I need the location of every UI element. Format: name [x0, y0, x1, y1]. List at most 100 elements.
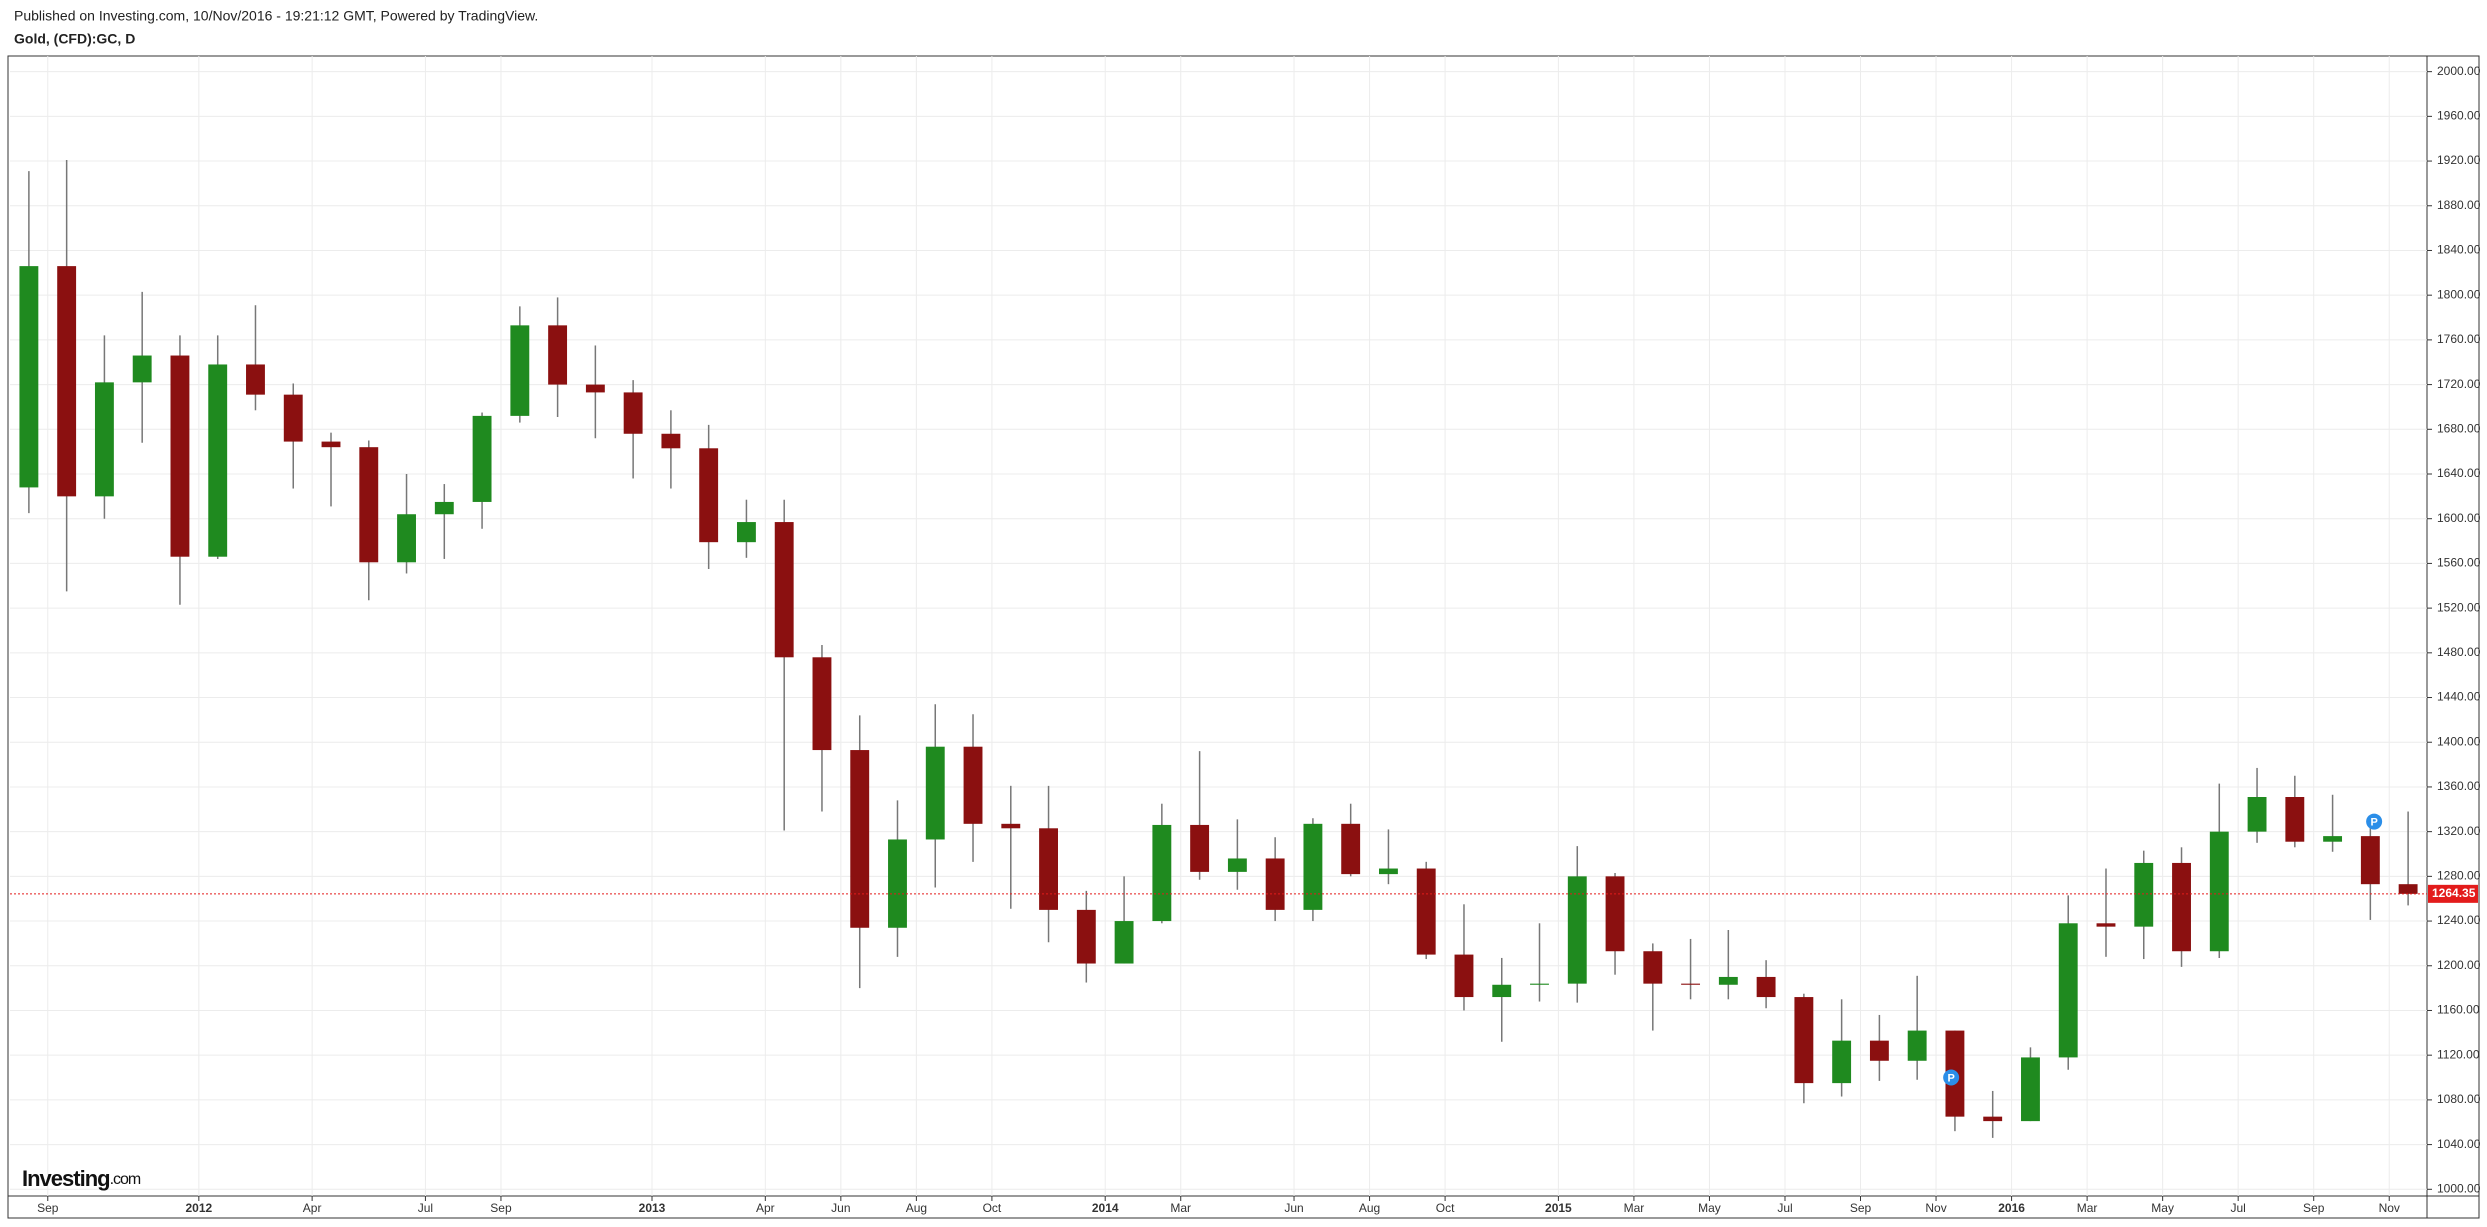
- candle-body: [812, 657, 832, 751]
- y-tick-label: 1960.00: [2437, 109, 2481, 123]
- y-tick-label: 1840.00: [2437, 243, 2481, 257]
- candle-body: [1341, 823, 1361, 875]
- x-tick-label: Jun: [831, 1201, 850, 1215]
- candle-body: [1001, 823, 1021, 829]
- y-tick-label: 1440.00: [2437, 690, 2481, 704]
- event-marker-label: P: [2370, 816, 2377, 828]
- x-tick-label: Mar: [2077, 1201, 2098, 1215]
- candle-body: [1794, 997, 1814, 1084]
- candle-body: [850, 750, 870, 928]
- x-tick-label: Oct: [983, 1201, 1002, 1215]
- candle-body: [585, 384, 605, 393]
- x-tick-label: Oct: [1436, 1201, 1455, 1215]
- y-tick-label: 1640.00: [2437, 466, 2481, 480]
- candle-body: [1567, 876, 1587, 984]
- candle-body: [661, 433, 681, 449]
- y-tick-label: 1760.00: [2437, 332, 2481, 346]
- candle-body: [1039, 828, 1058, 910]
- current-price-box: [2428, 884, 2478, 903]
- candle-body: [1530, 983, 1549, 985]
- x-tick-label: Jun: [1284, 1201, 1303, 1215]
- x-tick-label: Jul: [1777, 1201, 1792, 1215]
- candle-body: [1492, 984, 1512, 998]
- candle-body: [1832, 1040, 1852, 1084]
- x-tick-label: Mar: [1624, 1201, 1645, 1215]
- event-marker-label: P: [1947, 1072, 1954, 1084]
- candle-body: [434, 501, 454, 515]
- x-tick-label: Nov: [2379, 1201, 2400, 1215]
- x-tick-label: Sep: [490, 1201, 512, 1215]
- candle-body: [1265, 858, 1285, 910]
- candle-body: [1756, 976, 1776, 998]
- y-tick-label: 1920.00: [2437, 153, 2481, 167]
- candle-body: [359, 447, 379, 563]
- y-tick-label: 1360.00: [2437, 779, 2481, 793]
- candle-body: [2058, 923, 2078, 1058]
- candle-body: [2247, 797, 2267, 832]
- x-tick-label: Nov: [1925, 1201, 1946, 1215]
- candle-body: [1114, 921, 1134, 964]
- chart-frame: [7, 55, 2480, 1219]
- x-tick-label: 2016: [1998, 1201, 2025, 1215]
- y-tick-label: 1480.00: [2437, 645, 2481, 659]
- y-tick-label: 1400.00: [2437, 734, 2481, 748]
- candle-body: [19, 266, 39, 488]
- candle-body: [1379, 868, 1398, 875]
- y-tick-label: 1280.00: [2437, 869, 2481, 883]
- x-tick-label: 2013: [639, 1201, 666, 1215]
- candle-body: [2172, 862, 2191, 952]
- y-tick-label: 1120.00: [2437, 1047, 2480, 1061]
- candle-body: [2134, 862, 2154, 927]
- candle-body: [1190, 824, 1210, 872]
- y-tick-label: 1320.00: [2437, 824, 2481, 838]
- candle-body: [2209, 831, 2229, 952]
- candle-body: [736, 522, 756, 543]
- x-tick-label: Sep: [1850, 1201, 1872, 1215]
- logo: Investing.com: [22, 1166, 141, 1191]
- candle-body: [2398, 884, 2418, 894]
- event-marker: [2366, 813, 2383, 830]
- candle-body: [1643, 951, 1663, 984]
- candle-body: [2096, 923, 2116, 927]
- y-tick-label: 1560.00: [2437, 556, 2481, 570]
- logo-suffix: .com: [110, 1171, 141, 1188]
- candle-body: [925, 746, 945, 840]
- candle-body: [94, 382, 114, 497]
- candle-body: [397, 514, 416, 563]
- candle-body: [699, 448, 719, 543]
- x-tick-label: May: [1698, 1201, 1721, 1215]
- candle-body: [888, 839, 907, 928]
- grid: 1000.00 1040.00 1080.00 1120.00 1160.00 1200.…: [10, 56, 2481, 1215]
- y-tick-label: 1680.00: [2437, 421, 2481, 435]
- x-tick-label: Mar: [1170, 1201, 1191, 1215]
- candle-body: [472, 415, 492, 502]
- candle-body: [510, 325, 530, 416]
- candle-body: [2285, 797, 2305, 842]
- y-tick-label: 1200.00: [2437, 958, 2481, 972]
- candle-body: [208, 364, 228, 557]
- candle-body: [283, 394, 303, 442]
- overlay: 1264.35 P P: [10, 813, 2478, 1086]
- x-tick-label: Sep: [2303, 1201, 2325, 1215]
- y-tick-label: 1080.00: [2437, 1092, 2481, 1106]
- y-tick-label: 1720.00: [2437, 377, 2481, 391]
- candle-body: [1454, 954, 1474, 998]
- x-tick-label: Aug: [1359, 1201, 1380, 1215]
- candle-body: [623, 392, 643, 434]
- y-tick-label: 1880.00: [2437, 198, 2481, 212]
- candle-body: [57, 266, 77, 497]
- event-marker: [1943, 1069, 1960, 1086]
- candle-body: [2021, 1057, 2040, 1122]
- y-tick-label: 1160.00: [2437, 1003, 2480, 1017]
- candle-body: [1416, 868, 1436, 955]
- candle-body: [774, 522, 794, 658]
- y-tick-label: 2000.00: [2437, 64, 2481, 78]
- x-tick-label: Jul: [2231, 1201, 2246, 1215]
- candle-body: [1907, 1030, 1927, 1061]
- x-tick-label: Sep: [37, 1201, 59, 1215]
- x-tick-label: Apr: [756, 1201, 775, 1215]
- candle-body: [321, 441, 341, 448]
- x-tick-label: Jul: [418, 1201, 433, 1215]
